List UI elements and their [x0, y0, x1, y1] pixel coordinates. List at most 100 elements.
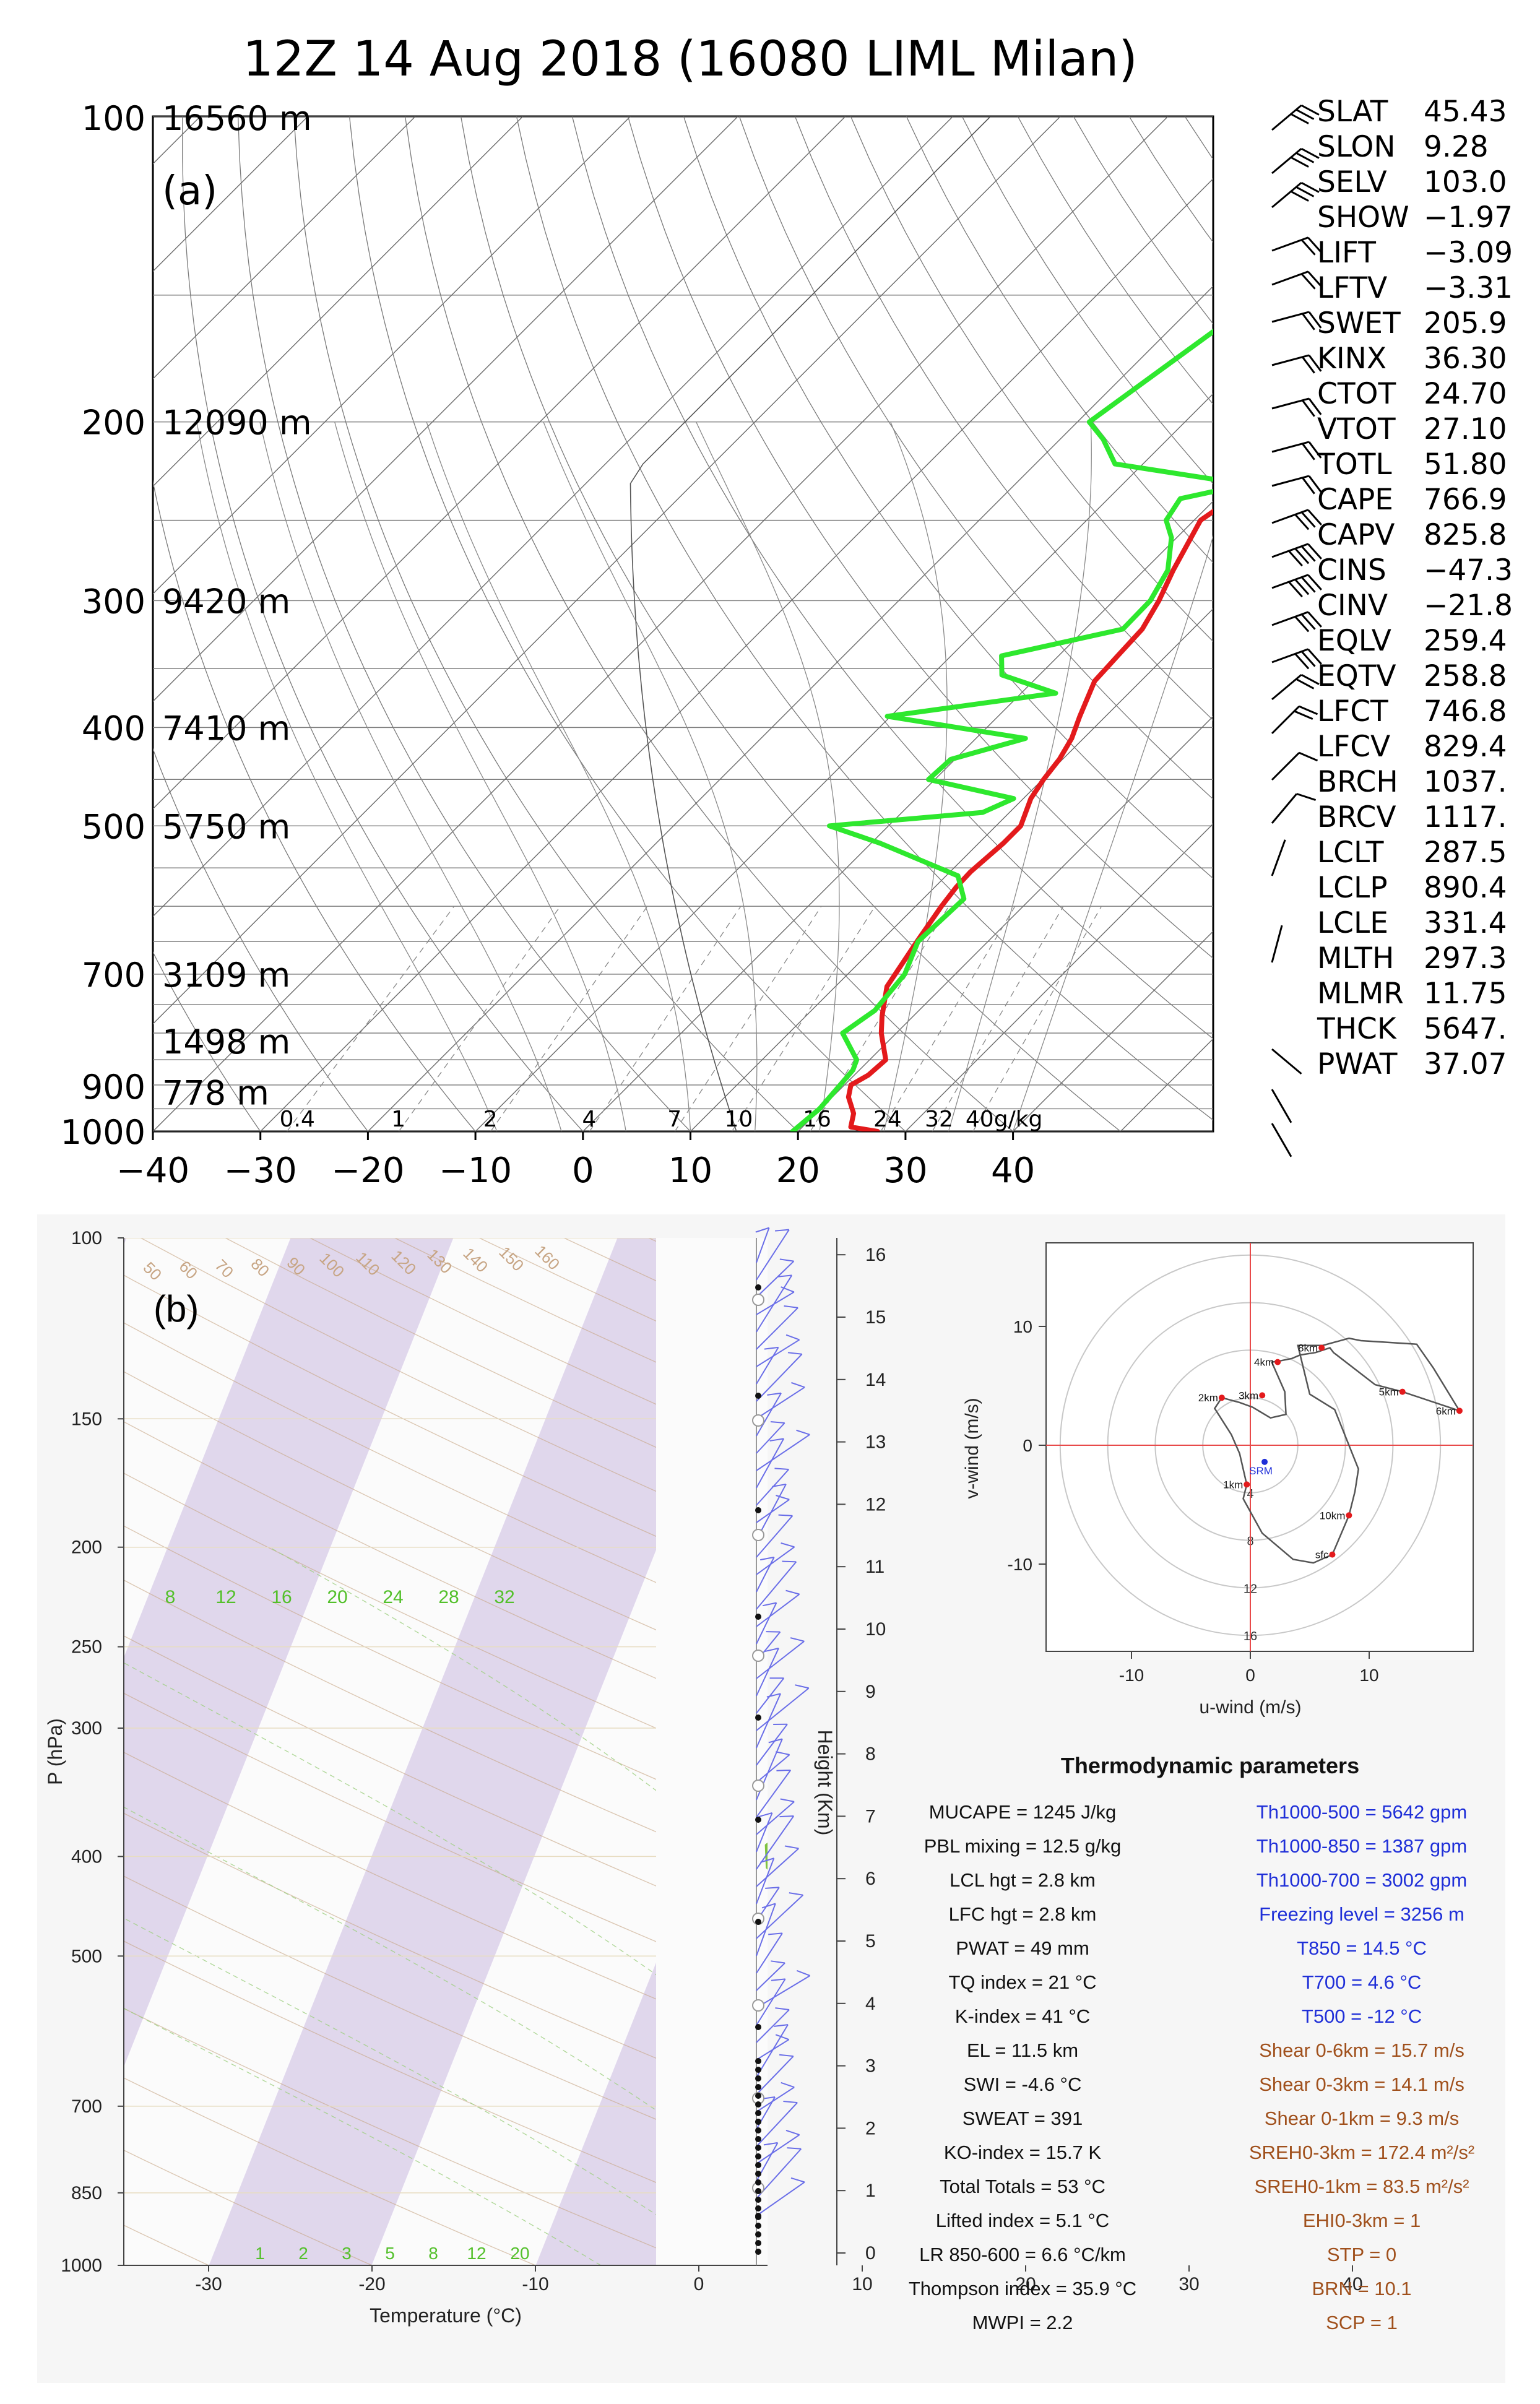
wind-barb [756, 1769, 792, 1818]
barb-flag [755, 1227, 769, 1233]
barb-flag [771, 1960, 785, 1964]
wind-barb [1271, 839, 1286, 876]
index-name: EQLV [1317, 624, 1391, 658]
wind-barb [1271, 475, 1322, 495]
barb-flag [760, 1857, 774, 1863]
index-name: LFCV [1317, 730, 1390, 764]
mixing-label: 3 [342, 2244, 352, 2263]
moist-adiabat [543, 422, 758, 1131]
wind-barb [756, 1723, 788, 1766]
height-dot [755, 1817, 761, 1823]
wind-barb [756, 1542, 795, 1575]
index-name: LFTV [1317, 271, 1387, 305]
barb-staff [756, 1857, 775, 1905]
index-name: MLMR [1317, 977, 1404, 1011]
param-right: Shear 0-1km = 9.3 m/s [1265, 2108, 1459, 2129]
pressure-label: 200 [82, 404, 145, 443]
hodograph-marker-label: 10km [1320, 1510, 1346, 1521]
height-label: 3109 m [162, 956, 290, 995]
x-tick-label: -20 [358, 2274, 385, 2294]
wind-barb [756, 1429, 810, 1471]
index-value: 36.30 [1424, 342, 1507, 376]
pressure-label: 500 [82, 807, 145, 846]
wind-barb [1271, 648, 1322, 670]
barb-flag [776, 1751, 790, 1755]
param-right: EHI0-3km = 1 [1303, 2210, 1421, 2231]
height-tick-label: 1 [865, 2181, 876, 2201]
panel-label: (a) [162, 168, 217, 214]
height-dot [755, 1919, 761, 1925]
x-tick-label: -10 [522, 2274, 548, 2294]
height-dot [755, 2127, 761, 2134]
wind-barb [756, 1305, 798, 1350]
dewpoint-line [790, 328, 1213, 1131]
height-dot [755, 2214, 761, 2220]
barb-flag [1300, 511, 1316, 528]
skewt-panel-a: 12Z 14 Aug 2018 (16080 LIML Milan) 100 16… [61, 32, 1513, 1191]
chart-title: 12Z 14 Aug 2018 (16080 LIML Milan) [243, 32, 1138, 87]
isotherm [260, 178, 1213, 1131]
barb-flag [784, 1305, 798, 1308]
wind-barb [756, 1229, 790, 1281]
height-dot [755, 2162, 761, 2168]
dry-adiabat [571, 116, 1213, 1040]
barb-staff [756, 1227, 770, 1263]
wind-barb [756, 1892, 804, 1939]
index-value: 766.9 [1424, 483, 1507, 517]
barb-staff [756, 1307, 798, 1350]
isotherm [208, 1238, 618, 2265]
profile-lines [790, 328, 1213, 1131]
isotherm [797, 716, 1213, 1131]
param-right: T700 = 4.6 °C [1302, 1971, 1421, 1993]
barb-flag [791, 1381, 805, 1388]
barb-flag [1300, 545, 1316, 562]
barb-staff [756, 1260, 795, 1298]
isotherm [905, 823, 1213, 1131]
index-value: −21.8 [1424, 589, 1513, 623]
index-value: 746.8 [1424, 694, 1507, 729]
height-axis-title: Height (Km) [814, 1730, 836, 1836]
wind-barb [1271, 611, 1322, 633]
wind-barb [756, 1693, 781, 1749]
index-value: 258.8 [1424, 659, 1507, 693]
index-value: 11.75 [1424, 977, 1507, 1011]
index-value: −1.97 [1424, 201, 1513, 235]
barb-staff [1271, 648, 1309, 664]
barb-staff [756, 1812, 773, 1853]
barb-flag [1308, 475, 1322, 493]
dry-adiabat [683, 116, 1213, 880]
height-tick-label: 2 [865, 2118, 876, 2138]
moist-adiabat [1012, 535, 1213, 1131]
hodograph-marker-label: 4km [1254, 1357, 1274, 1368]
barb-flag [1288, 550, 1303, 567]
barb-flag [770, 1420, 785, 1424]
param-right: SREH0-1km = 83.5 m²/s² [1254, 2176, 1469, 2197]
hodograph-marker-label: 8km [1298, 1343, 1318, 1354]
wind-barb [756, 1556, 775, 1593]
wind-barb [756, 2082, 795, 2112]
barb-flag [758, 1812, 772, 1818]
hodograph-marker [1274, 1359, 1281, 1365]
barb-staff [756, 1593, 800, 1627]
height-tick-label: 6 [865, 1869, 876, 1889]
wind-barb [1271, 104, 1320, 131]
barb-staff [756, 1274, 793, 1333]
param-right: Th1000-850 = 1387 gpm [1257, 1835, 1467, 1857]
height-dot [755, 2188, 761, 2194]
hodo-x-tick-label: 0 [1245, 1666, 1255, 1685]
x-tick-label: 20 [1015, 2274, 1036, 2294]
y-tick-label: 100 [71, 1228, 102, 1248]
barb-flag [775, 2034, 789, 2041]
height-tick-label: 3 [865, 2056, 876, 2077]
isotherm [153, 116, 846, 810]
skewt-grid [153, 116, 1213, 1131]
barb-flag [1302, 477, 1315, 495]
pressure-label: 700 [82, 956, 145, 995]
index-value: 205.9 [1424, 306, 1507, 340]
mixing-ratio-line [490, 906, 648, 1131]
skewt-background: 50 60 70 80 90 100 110 120 130 140 150 1608 12 16 20 24… [124, 1238, 768, 2265]
barb-flag [1307, 509, 1322, 525]
mixing-label: 20 [327, 1587, 347, 1607]
param-left: Total Totals = 53 °C [940, 2176, 1105, 2197]
